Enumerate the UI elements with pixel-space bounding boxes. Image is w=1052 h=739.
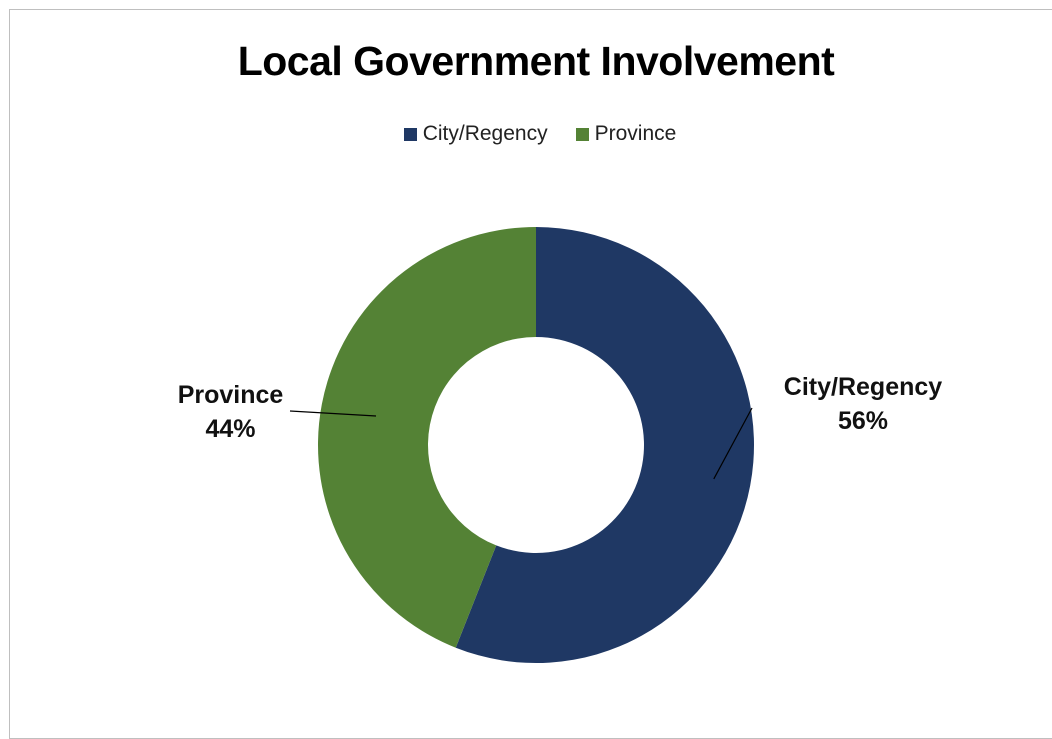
chart-legend: City/Regency Province bbox=[0, 122, 1052, 146]
legend-swatch-province bbox=[575, 127, 589, 141]
chart-title: Local Government Involvement bbox=[237, 38, 835, 84]
legend-label-province: Province bbox=[594, 122, 677, 145]
donut-slice-province bbox=[317, 227, 536, 648]
data-label-city-regency-name: City/Regency bbox=[783, 373, 943, 401]
donut-slice-city-regency bbox=[455, 227, 754, 663]
leader-line-city-regency bbox=[713, 407, 753, 480]
legend-swatch-city-regency bbox=[403, 127, 417, 141]
leader-line-province bbox=[289, 410, 377, 417]
donut-chart bbox=[289, 227, 754, 663]
data-label-city-regency-value: 56% bbox=[837, 407, 889, 435]
data-label-province-name: Province bbox=[177, 381, 284, 409]
data-label-city-regency: City/Regency 56% bbox=[768, 370, 958, 438]
legend-item-province: Province bbox=[575, 122, 677, 146]
data-label-province-value: 44% bbox=[205, 415, 256, 443]
legend-label-city-regency: City/Regency bbox=[422, 122, 548, 145]
data-label-province: Province 44% bbox=[158, 378, 303, 446]
legend-item-city-regency: City/Regency bbox=[403, 122, 548, 146]
